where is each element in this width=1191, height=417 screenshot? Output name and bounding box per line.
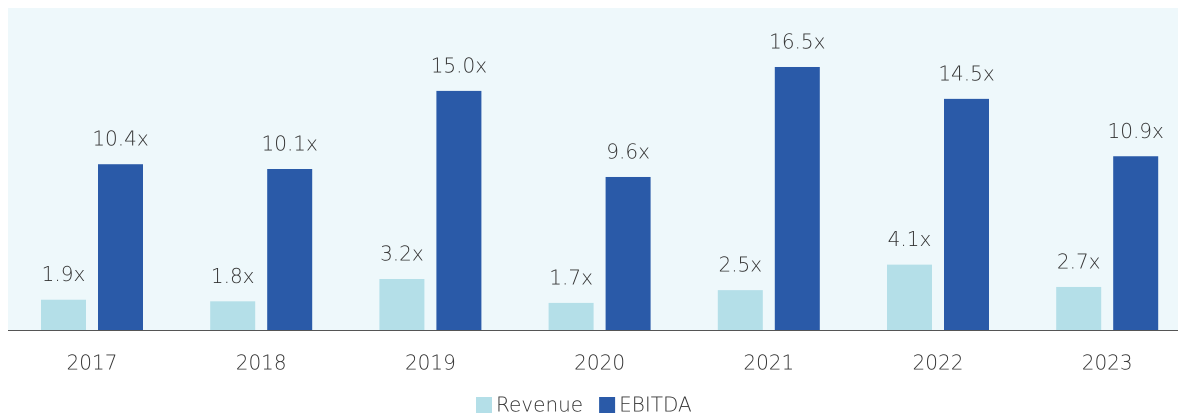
x-tick-label: 2018 — [236, 351, 287, 375]
data-label: 10.1x — [262, 132, 318, 156]
data-label: 9.6x — [606, 139, 650, 163]
legend-swatch — [599, 397, 616, 413]
bar — [98, 164, 143, 330]
bar — [379, 278, 425, 330]
data-label: 4.1x — [888, 227, 932, 251]
data-label: 2.5x — [718, 253, 762, 277]
x-tick-label: 2017 — [67, 351, 118, 375]
bar — [548, 302, 594, 330]
legend-swatch — [476, 397, 492, 413]
bar — [1056, 286, 1102, 330]
x-tick-label: 2019 — [405, 351, 456, 375]
bar — [41, 299, 86, 330]
x-tick-label: 2023 — [1082, 351, 1133, 375]
x-tick-label: 2020 — [574, 351, 625, 375]
bar — [210, 301, 256, 330]
bar — [605, 176, 651, 330]
data-label: 15.0x — [431, 53, 487, 77]
legend-label: EBITDA — [619, 393, 692, 417]
data-label: 3.2x — [380, 241, 424, 265]
bar — [436, 90, 482, 331]
bar — [1113, 156, 1159, 330]
bar — [944, 98, 989, 331]
bar — [717, 290, 763, 330]
bar — [267, 169, 313, 330]
legend-label: Revenue — [496, 393, 583, 417]
data-label: 1.8x — [211, 264, 255, 288]
data-label: 10.9x — [1108, 119, 1164, 143]
data-label: 10.4x — [92, 127, 148, 151]
data-label: 2.7x — [1057, 249, 1101, 273]
data-label: 1.7x — [549, 265, 593, 289]
data-label: 16.5x — [769, 29, 825, 53]
x-tick-label: 2022 — [913, 351, 964, 375]
bar — [887, 264, 932, 330]
x-tick-label: 2021 — [743, 351, 794, 375]
bar — [774, 66, 820, 331]
data-label: 1.9x — [42, 262, 86, 286]
plot-background — [8, 8, 1178, 330]
data-label: 14.5x — [938, 61, 994, 85]
